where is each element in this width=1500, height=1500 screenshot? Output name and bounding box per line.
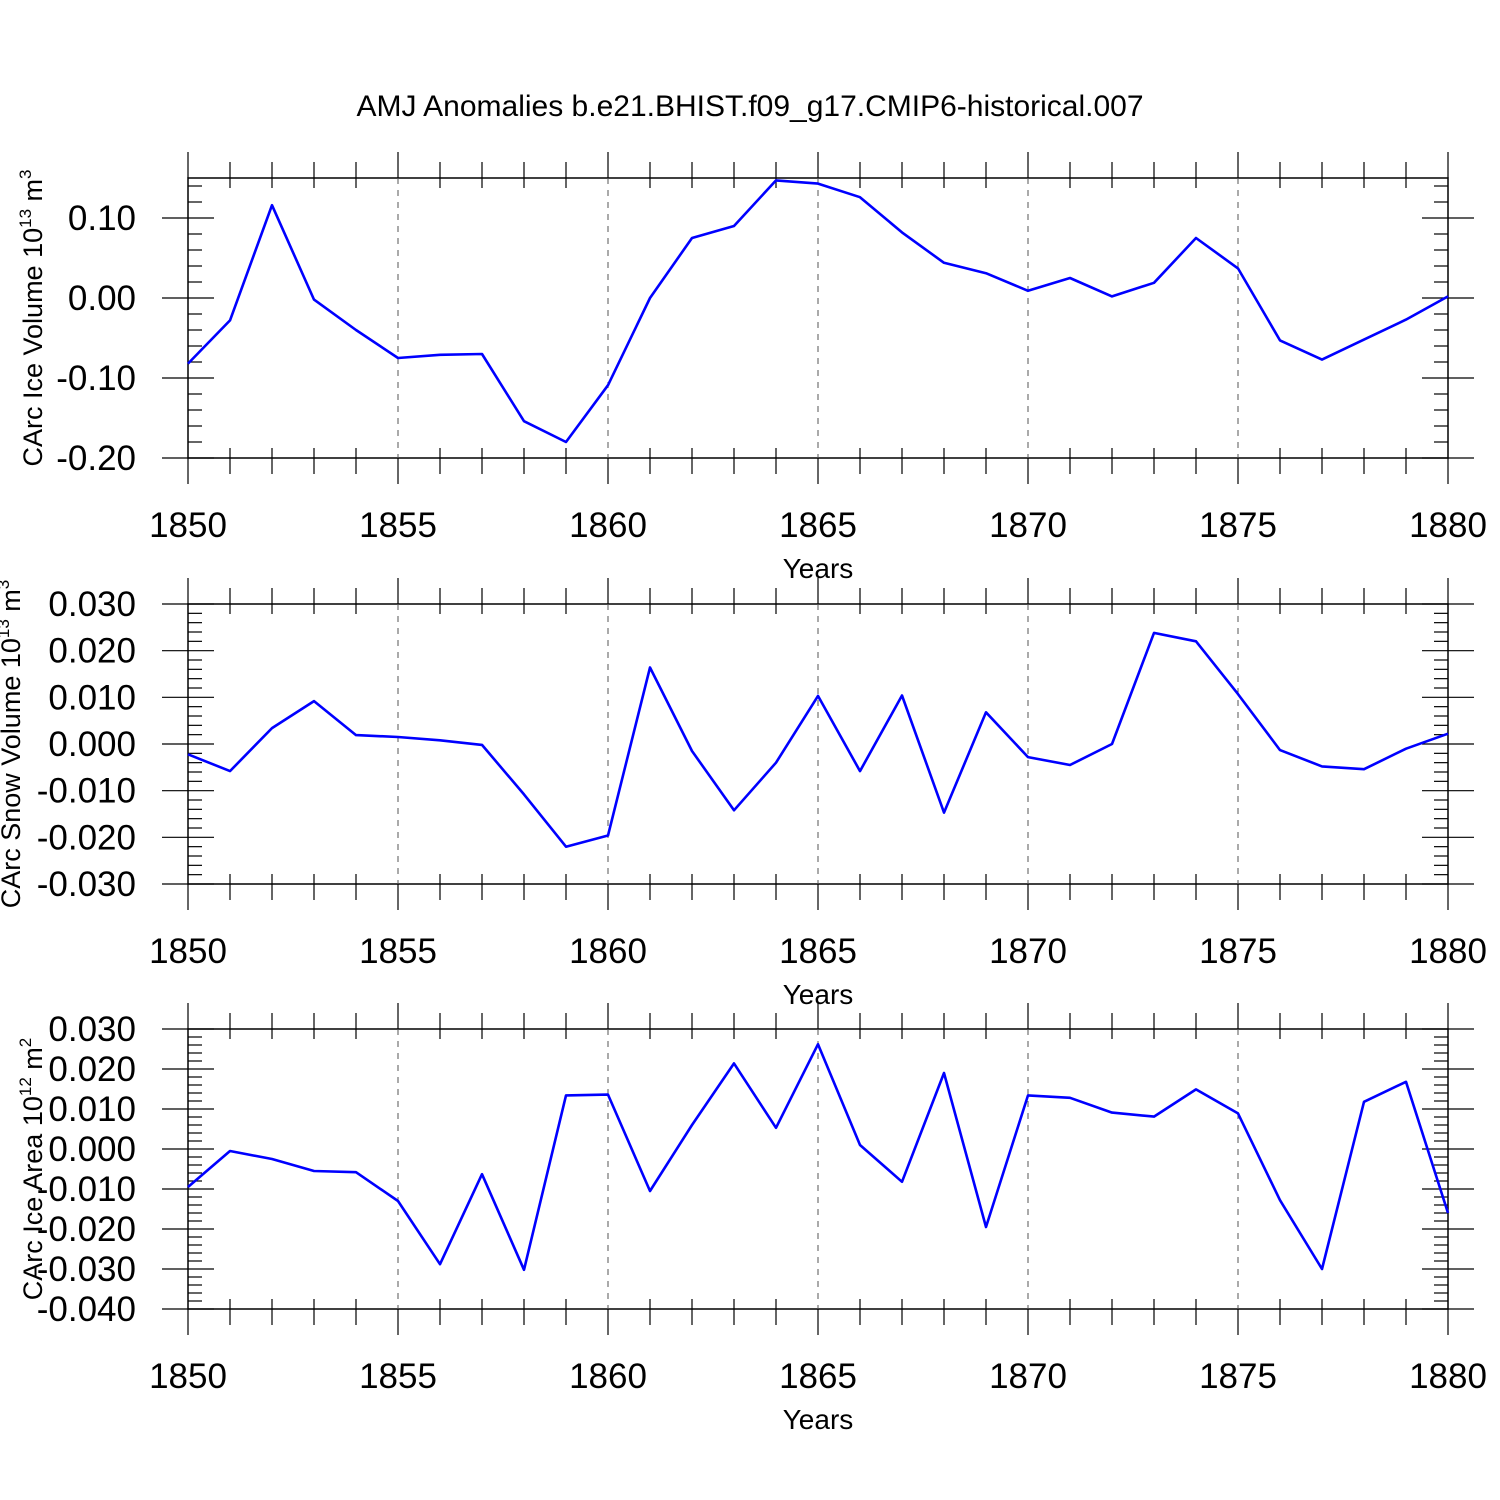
- y-tick-label: -0.040: [37, 1290, 136, 1329]
- y-tick-label: -0.030: [37, 865, 136, 904]
- panel-1: 1850 1855 1860 1865 1870 1875 1880Years0.100.0…: [16, 152, 1487, 584]
- x-tick-label: 1865: [779, 506, 857, 545]
- y-tick-label: -0.020: [37, 818, 136, 857]
- y-axis-label-unit_exp: 3: [16, 169, 35, 178]
- y-axis-label-unit_exp: 3: [0, 580, 13, 589]
- panel-2: 1850 1855 1860 1865 1870 1875 1880Years0.0300.…: [0, 578, 1487, 1010]
- x-tick-label: 1855: [359, 506, 437, 545]
- y-axis-label-unit: m: [0, 589, 26, 619]
- x-tick-label: 1855: [359, 1357, 437, 1396]
- y-tick-label: 0.010: [48, 678, 136, 717]
- y-tick-label: 0.030: [48, 585, 136, 624]
- panel-3: 1850 1855 1860 1865 1870 1875 1880Years0.0300.…: [16, 1003, 1487, 1435]
- y-axis-label: CArc Ice Volume 1013 m3: [16, 169, 48, 466]
- x-tick-label: 1875: [1199, 932, 1277, 971]
- y-tick-label: 0.000: [48, 1130, 136, 1169]
- y-axis-label-exp: 13: [16, 209, 35, 228]
- chart-title: AMJ Anomalies b.e21.BHIST.f09_g17.CMIP6-…: [356, 90, 1143, 123]
- x-tick-label: 1860: [569, 506, 647, 545]
- x-tick-label: 1880: [1409, 506, 1487, 545]
- y-tick-label: -0.10: [56, 359, 136, 398]
- y-axis-label-main: CArc Ice Area 10: [18, 1096, 48, 1300]
- y-tick-label: -0.030: [37, 1250, 136, 1289]
- x-tick-label: 1865: [779, 932, 857, 971]
- y-tick-label: -0.20: [56, 439, 136, 478]
- x-tick-label: 1865: [779, 1357, 857, 1396]
- x-tick-label: 1850: [149, 1357, 227, 1396]
- y-axis-label-exp: 12: [16, 1077, 35, 1096]
- y-tick-label: -0.020: [37, 1210, 136, 1249]
- x-tick-label: 1880: [1409, 1357, 1487, 1396]
- y-axis-label-main: CArc Ice Volume 10: [18, 228, 48, 467]
- x-tick-label: 1870: [989, 506, 1067, 545]
- x-tick-label: 1860: [569, 1357, 647, 1396]
- x-tick-label: 1860: [569, 932, 647, 971]
- y-tick-label: 0.020: [48, 632, 136, 671]
- y-axis-label: CArc Snow Volume 1013 m3: [0, 580, 26, 909]
- y-tick-label: 0.00: [68, 279, 136, 318]
- y-axis-label-unit: m: [18, 1047, 48, 1077]
- y-tick-label: 0.030: [48, 1010, 136, 1049]
- y-tick-label: 0.10: [68, 199, 136, 238]
- y-axis-label-exp: 13: [0, 619, 13, 638]
- y-tick-label: 0.020: [48, 1050, 136, 1089]
- x-tick-label: 1850: [149, 506, 227, 545]
- y-axis-label-main: CArc Snow Volume 10: [0, 638, 26, 908]
- x-tick-label: 1850: [149, 932, 227, 971]
- y-tick-label: 0.000: [48, 725, 136, 764]
- x-tick-label: 1870: [989, 1357, 1067, 1396]
- y-tick-label: 0.010: [48, 1090, 136, 1129]
- x-tick-label: 1855: [359, 932, 437, 971]
- x-tick-label: 1875: [1199, 1357, 1277, 1396]
- x-tick-label: 1870: [989, 932, 1067, 971]
- y-axis-label-unit_exp: 2: [16, 1038, 35, 1047]
- x-tick-label: 1880: [1409, 932, 1487, 971]
- x-axis-label: Years: [783, 1404, 854, 1435]
- y-axis-label-unit: m: [18, 179, 48, 209]
- y-tick-label: -0.010: [37, 1170, 136, 1209]
- y-tick-label: -0.010: [37, 772, 136, 811]
- chart-panels: 1850 1855 1860 1865 1870 1875 1880 Years 0.10 0.0…: [0, 152, 1487, 1435]
- y-axis-label: CArc Ice Area 1012 m2: [16, 1038, 48, 1301]
- x-tick-label: 1875: [1199, 506, 1277, 545]
